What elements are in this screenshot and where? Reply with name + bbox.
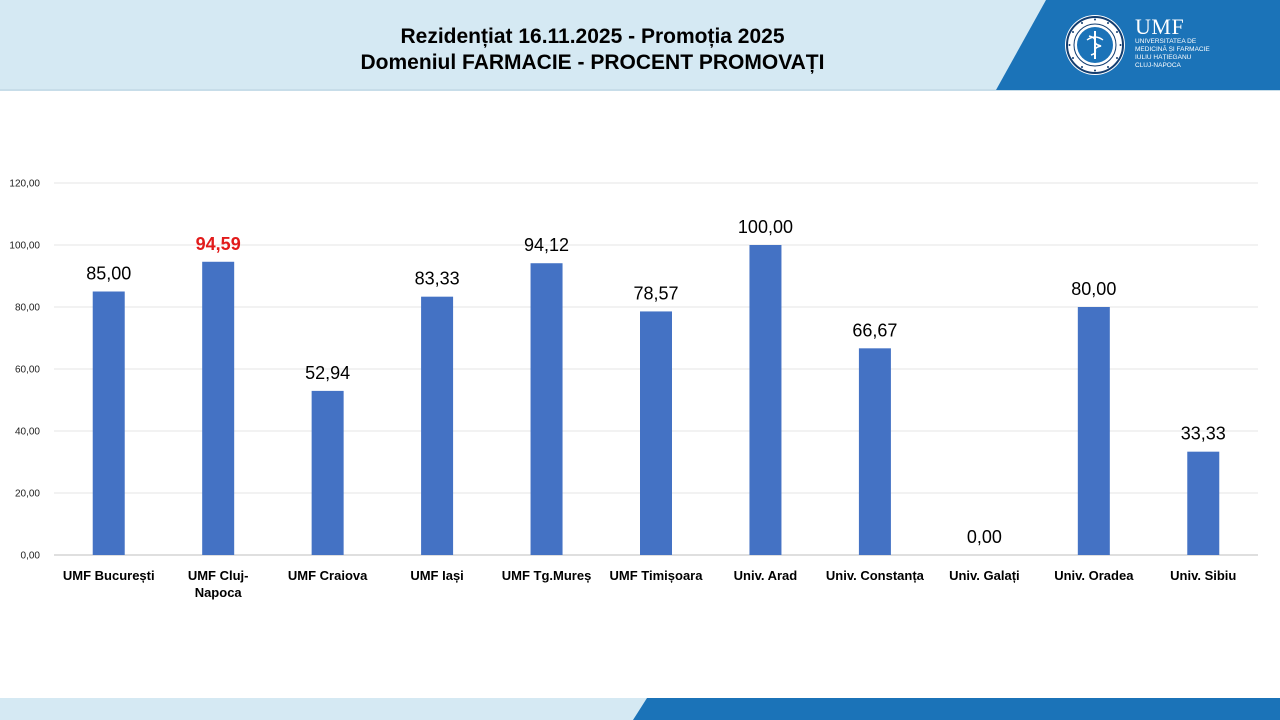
header-logo-band (996, 0, 1280, 90)
footer-accent-band (633, 698, 1280, 720)
data-label: 100,00 (738, 217, 793, 237)
y-tick-label: 0,00 (21, 551, 41, 562)
bar (421, 296, 454, 555)
data-label: 83,33 (415, 269, 460, 289)
data-label: 94,12 (524, 235, 569, 255)
bar (530, 263, 563, 555)
bar (92, 291, 125, 555)
logo-line-3: IULIU HAȚIEGANU (1135, 54, 1192, 61)
logo-line-2: MEDICINĂ ȘI FARMACIE (1135, 46, 1210, 53)
data-label: 52,94 (305, 363, 350, 383)
x-tick-label: Napoca (195, 585, 243, 600)
university-seal-icon (1065, 15, 1125, 75)
header-divider (0, 89, 1280, 91)
bar (311, 390, 344, 555)
bar (202, 261, 235, 555)
y-tick-label: 120,00 (9, 179, 40, 190)
y-tick-label: 20,00 (15, 489, 40, 500)
logo-umf: UMF (1135, 14, 1185, 39)
x-tick-label: Univ. Sibiu (1170, 568, 1236, 583)
x-tick-label: Univ. Oradea (1054, 568, 1134, 583)
x-tick-label: UMF Cluj- (188, 568, 249, 583)
bar (749, 245, 782, 555)
data-label: 85,00 (86, 264, 131, 284)
data-label: 0,00 (967, 527, 1002, 547)
title-line-1: Rezidențiat 16.11.2025 - Promoția 2025 (400, 25, 785, 48)
x-tick-label: UMF Timișoara (610, 568, 704, 583)
y-tick-label: 100,00 (9, 241, 40, 252)
bar (1187, 451, 1220, 555)
x-tick-label: Univ. Arad (734, 568, 798, 583)
y-tick-label: 80,00 (15, 303, 40, 314)
data-label: 78,57 (633, 283, 678, 303)
data-label: 66,67 (852, 320, 897, 340)
title-line-2: Domeniul FARMACIE - PROCENT PROMOVAȚI (360, 51, 825, 74)
x-tick-label: UMF București (63, 568, 155, 583)
data-label: 94,59 (196, 234, 241, 254)
y-tick-label: 40,00 (15, 427, 40, 438)
logo-line-4: CLUJ-NAPOCA (1135, 62, 1181, 69)
x-tick-label: Univ. Galați (949, 568, 1020, 583)
logo-line-1: UNIVERSITATEA DE (1135, 38, 1197, 45)
y-tick-label: 60,00 (15, 365, 40, 376)
bar (1077, 307, 1110, 555)
page-title: Rezidențiat 16.11.2025 - Promoția 2025 D… (130, 24, 1055, 76)
bar (640, 311, 672, 555)
x-tick-label: UMF Iași (410, 568, 463, 583)
bar (858, 348, 891, 555)
x-tick-label: UMF Tg.Mureș (502, 568, 592, 583)
x-tick-label: UMF Craiova (288, 568, 368, 583)
data-label: 33,33 (1181, 424, 1226, 444)
university-logo: UMF UNIVERSITATEA DE MEDICINĂ ȘI FARMACI… (1135, 16, 1210, 70)
data-label: 80,00 (1071, 279, 1116, 299)
x-tick-label: Univ. Constanța (826, 568, 925, 583)
